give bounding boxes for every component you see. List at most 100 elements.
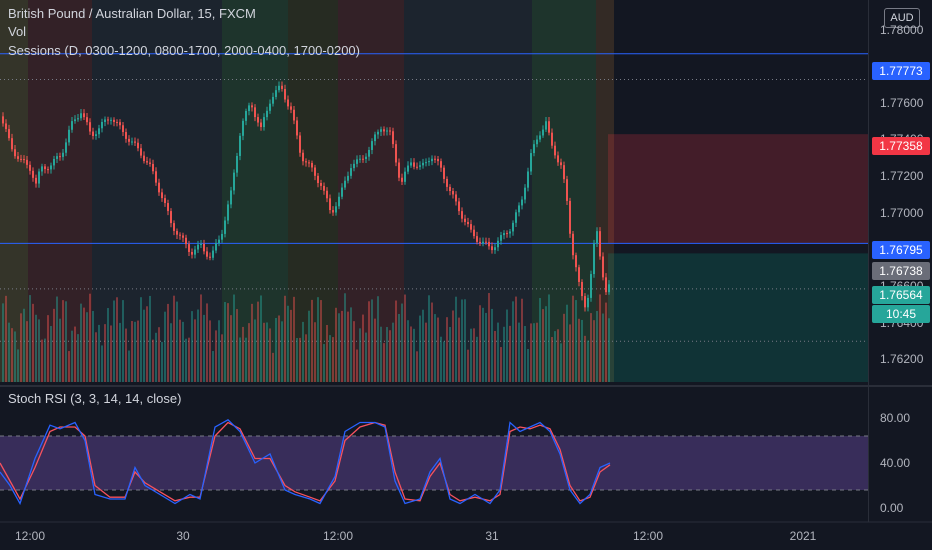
volume-bar — [17, 349, 19, 382]
candle-body — [395, 144, 397, 163]
candle-body — [299, 135, 301, 153]
volume-bar — [29, 295, 31, 382]
volume-bar — [602, 313, 604, 382]
candle-body — [269, 103, 271, 111]
candle-body — [374, 134, 376, 142]
volume-bar — [386, 327, 388, 382]
volume-bar — [197, 309, 199, 382]
candle-body — [143, 155, 145, 162]
volume-bar — [311, 299, 313, 382]
resistance-price-tag[interactable]: 1.77773 — [872, 62, 930, 80]
candle-body — [446, 178, 448, 187]
time-axis-label: 12:00 — [14, 529, 46, 543]
candle-body — [467, 221, 469, 225]
volume-bar — [515, 296, 517, 382]
candle-body — [320, 183, 322, 186]
candle-body — [554, 145, 556, 156]
candle-body — [134, 141, 136, 143]
volume-bar — [188, 337, 190, 382]
candle-body — [527, 171, 529, 188]
candle-body — [14, 149, 16, 157]
stoch-rsi-legend[interactable]: Stoch RSI (3, 3, 14, 14, close) — [8, 391, 182, 406]
volume-bar — [320, 300, 322, 382]
volume-bar — [233, 294, 235, 382]
candle-body — [476, 236, 478, 242]
entry-price-tag[interactable]: 1.76795 — [872, 241, 930, 259]
volume-bar — [464, 299, 466, 382]
candle-body — [563, 165, 565, 180]
volume-bar — [95, 332, 97, 382]
candle-body — [125, 132, 127, 139]
candle-body — [524, 187, 526, 200]
volume-bar — [83, 307, 85, 382]
sessions-legend[interactable]: Sessions (D, 0300-1200, 0800-1700, 2000-… — [8, 43, 360, 58]
candle-body — [335, 206, 337, 213]
volume-bar — [344, 293, 346, 382]
candle-body — [314, 167, 316, 176]
candle-body — [359, 158, 361, 160]
volume-bar — [104, 324, 106, 382]
candle-body — [137, 142, 139, 149]
volume-bar — [62, 300, 64, 382]
volume-bar — [542, 309, 544, 382]
rsi-axis-label: 0.00 — [880, 501, 904, 515]
last-price-tag[interactable]: 1.76564 — [872, 286, 930, 304]
symbol-title[interactable]: British Pound / Australian Dollar, 15, F… — [8, 6, 256, 21]
candle-body — [170, 211, 172, 224]
stop-loss-price-tag[interactable]: 1.77358 — [872, 137, 930, 155]
stoch-rsi-k-line — [0, 418, 611, 506]
candle-body — [425, 162, 427, 164]
volume-bar — [110, 325, 112, 382]
candle-body — [95, 134, 97, 136]
volume-bar — [323, 344, 325, 382]
candle-body — [113, 119, 115, 122]
candle-body — [128, 138, 130, 142]
candle-body — [536, 139, 538, 145]
volume-bar — [5, 295, 7, 382]
volume-bar — [38, 319, 40, 382]
volume-bar — [566, 304, 568, 382]
candle-body — [356, 159, 358, 164]
volume-bar — [239, 337, 241, 382]
candle-body — [515, 212, 517, 223]
candle-body — [41, 166, 43, 172]
candle-body — [161, 192, 163, 199]
session-band — [92, 0, 222, 382]
volume-bar — [506, 309, 508, 382]
volume-bar — [470, 328, 472, 382]
volume-bar — [437, 317, 439, 382]
candle-body — [5, 123, 7, 130]
volume-bar — [329, 335, 331, 382]
volume-bar — [362, 314, 364, 382]
currency-button[interactable]: AUD — [884, 8, 920, 28]
volume-bar — [608, 318, 610, 382]
candle-body — [47, 169, 49, 171]
candle-body — [386, 130, 388, 132]
candle-body — [293, 109, 295, 121]
candle-body — [194, 249, 196, 255]
candle-body — [506, 233, 508, 235]
price-axis-label: 1.77200 — [880, 169, 924, 183]
candle-body — [380, 129, 382, 132]
candle-body — [59, 156, 61, 158]
volume-bar — [353, 321, 355, 382]
candle-body — [197, 244, 199, 250]
volume-bar — [569, 324, 571, 382]
volume-legend[interactable]: Vol — [8, 24, 27, 39]
candle-body — [164, 198, 166, 204]
volume-bar — [89, 293, 91, 382]
volume-bar — [14, 331, 16, 382]
candle-body — [86, 117, 88, 123]
candle-body — [593, 243, 595, 275]
candle-body — [590, 274, 592, 298]
candle-body — [116, 121, 118, 123]
volume-bar — [527, 348, 529, 382]
candle-body — [272, 96, 274, 104]
mid-price-tag[interactable]: 1.76738 — [872, 262, 930, 280]
candle-body — [245, 111, 247, 121]
volume-bar — [503, 326, 505, 382]
volume-bar — [176, 301, 178, 382]
volume-bar — [590, 313, 592, 382]
candle-body — [77, 118, 79, 120]
